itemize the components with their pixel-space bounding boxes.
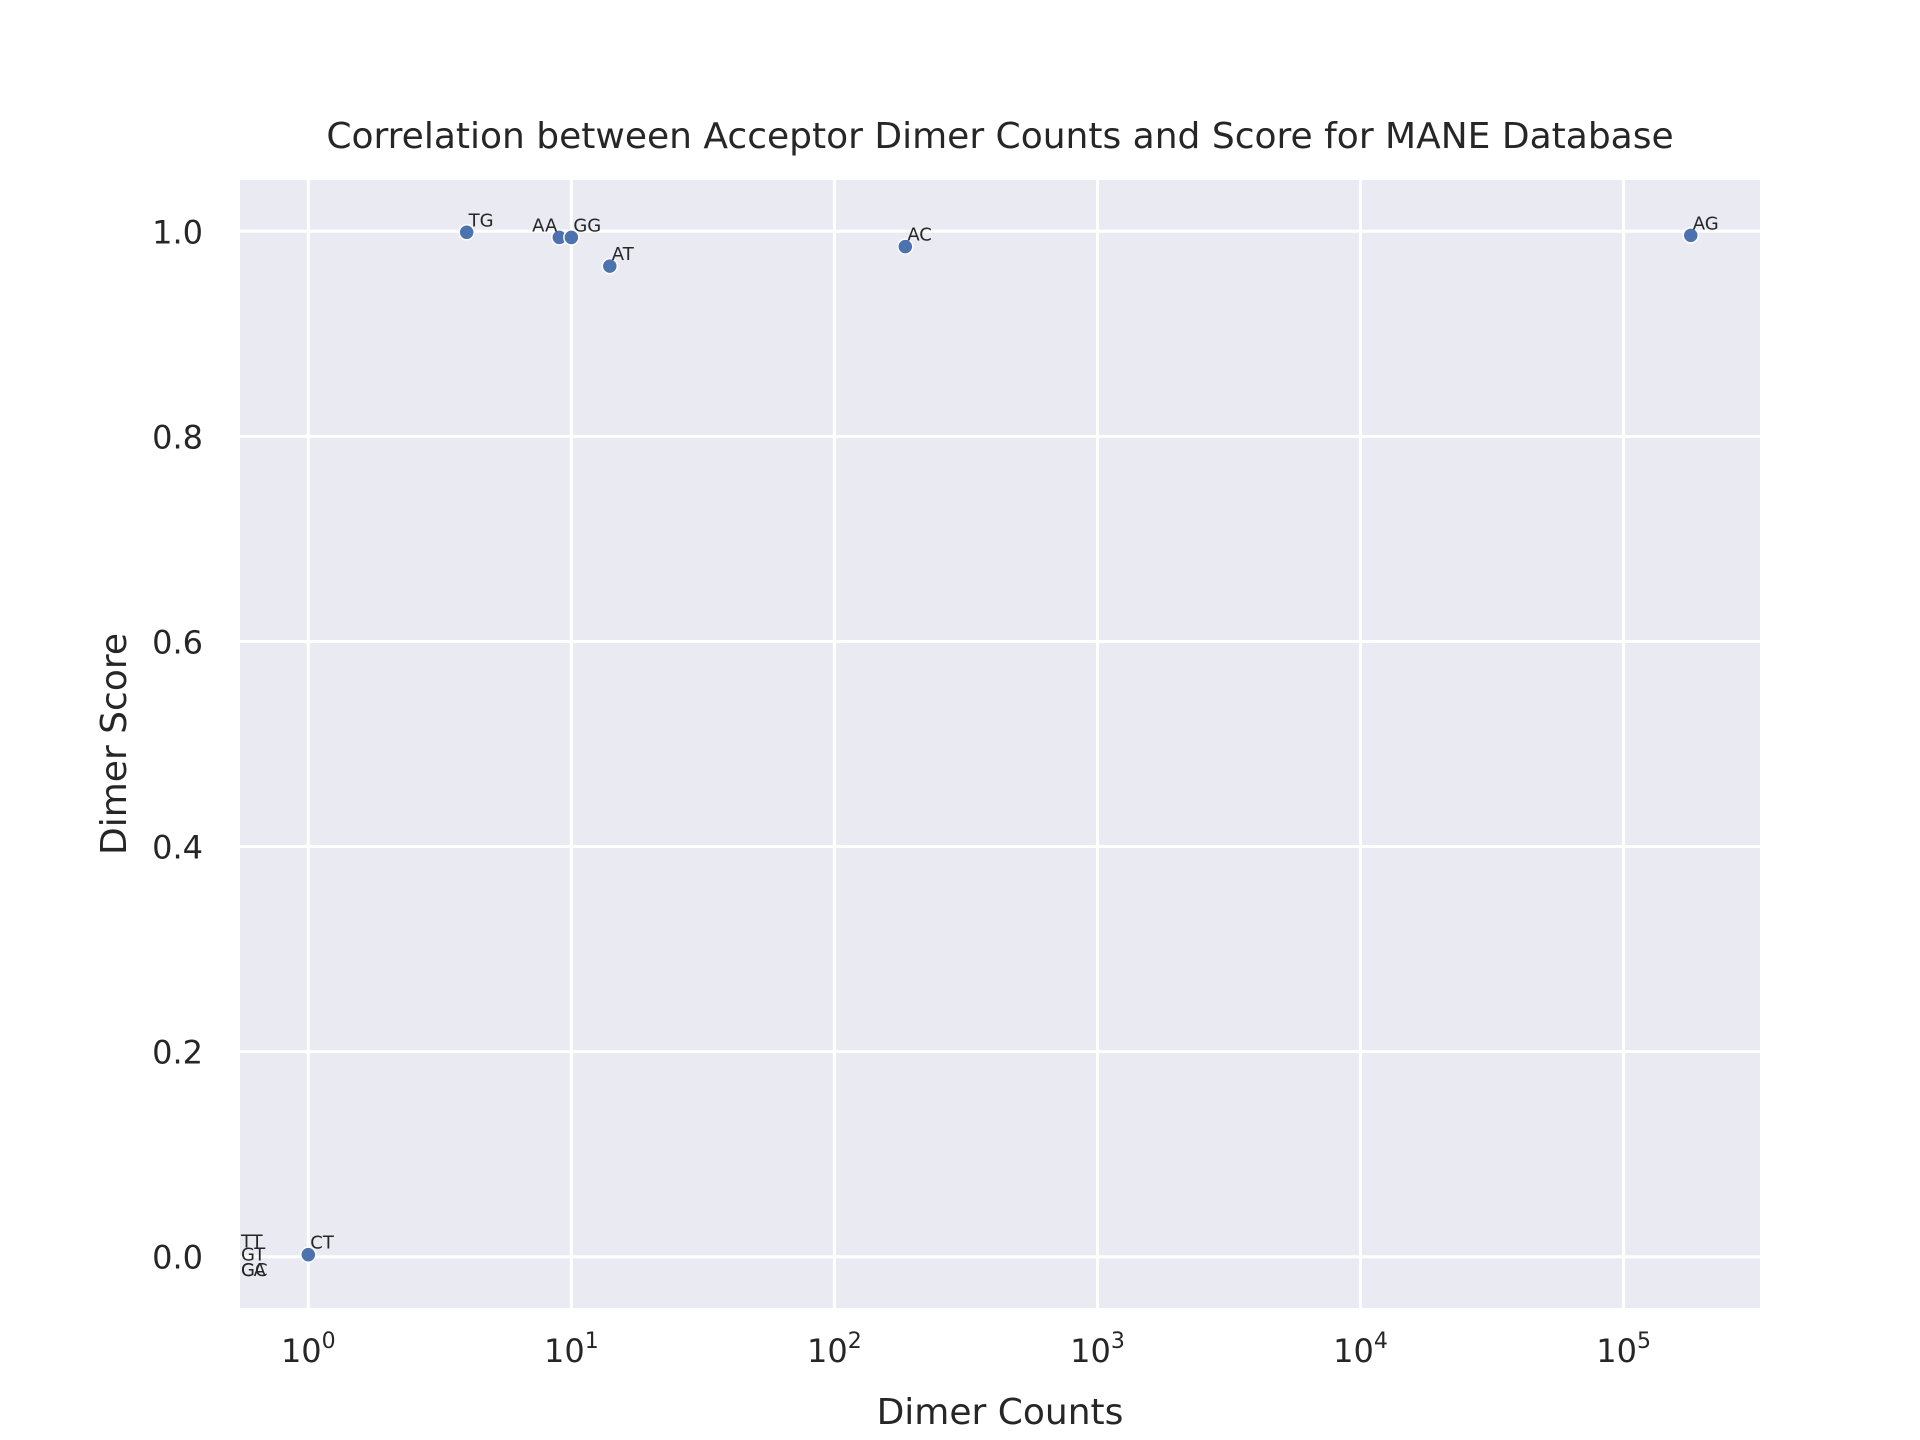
plot-area: [240, 180, 1760, 1308]
y-axis-label: Dimer Score: [94, 633, 135, 855]
y-tick-label: 0.0: [152, 1239, 203, 1277]
data-point-gg: [563, 229, 580, 246]
point-label-gc: GC: [241, 1260, 268, 1281]
y-axis-ticks: 0.0 0.2 0.4 0.6 0.8 1.0: [152, 213, 203, 1276]
point-label-ac: AC: [907, 225, 932, 246]
point-label-tg: TG: [468, 210, 494, 231]
y-tick-label: 1.0: [152, 213, 203, 251]
x-tick-label: 105: [1596, 1329, 1651, 1370]
y-tick-label: 0.6: [152, 623, 203, 661]
x-axis-ticks: 100 101 102 103 104 105: [281, 1329, 1651, 1370]
grid-lines: [240, 180, 1760, 1308]
data-points: [300, 224, 1700, 1263]
point-label-gt: GT: [241, 1245, 266, 1266]
point-label-tt: TT: [240, 1231, 264, 1252]
point-label-ct: CT: [310, 1233, 335, 1254]
x-tick-label: 102: [807, 1329, 862, 1370]
chart-title: Correlation between Acceptor Dimer Count…: [326, 116, 1673, 157]
data-point-ac: [897, 238, 914, 255]
x-tick-label: 103: [1070, 1329, 1125, 1370]
y-tick-label: 0.8: [152, 418, 203, 456]
x-tick-label: 101: [544, 1329, 599, 1370]
data-point-at: [601, 257, 619, 275]
point-label-ag: AG: [1693, 213, 1719, 234]
x-tick-label: 104: [1333, 1329, 1388, 1370]
point-label-aa: AA: [532, 215, 558, 236]
point-label-ca: CA: [241, 1260, 267, 1281]
point-label-gg: GG: [573, 215, 601, 236]
data-point-ct: [300, 1246, 317, 1263]
x-axis-label: Dimer Counts: [877, 1392, 1124, 1433]
data-point-ag: [1682, 227, 1700, 244]
data-point-tg: [458, 224, 475, 241]
y-tick-label: 0.2: [152, 1034, 203, 1072]
x-tick-label: 100: [281, 1329, 336, 1370]
point-label-at: AT: [612, 244, 635, 265]
y-tick-label: 0.4: [152, 829, 203, 867]
